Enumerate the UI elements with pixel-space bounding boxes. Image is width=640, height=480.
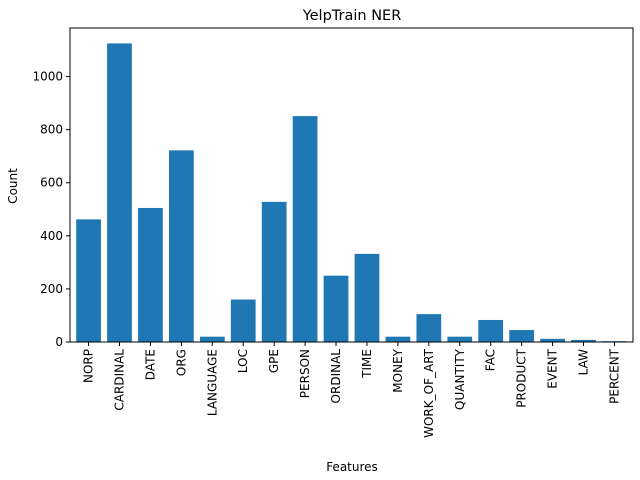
x-tick-label-gpe: GPE [267,349,281,373]
y-tick-label: 0 [55,335,63,349]
y-tick-label: 200 [40,282,63,296]
x-axis-label: Features [326,460,378,474]
x-tick-label-work-of-art: WORK_OF_ART [422,348,436,438]
y-tick-label: 1000 [32,70,63,84]
x-tick-label-quantity: QUANTITY [453,348,467,410]
bar-date [138,207,163,342]
x-tick-label-loc: LOC [236,349,250,373]
y-tick-label: 800 [40,123,63,137]
bars-group [76,43,627,342]
bar-org [168,150,194,342]
bar-work-of-art [416,314,442,342]
bar-norp [76,219,101,342]
chart-title: YelpTrain NER [302,8,402,24]
y-tick-label: 400 [40,229,63,243]
bar-time [354,253,380,342]
bar-loc [230,299,256,342]
x-tick-label-event: EVENT [546,348,560,388]
x-tick-label-percent: PERCENT [607,348,621,403]
y-tick-label: 600 [40,176,63,190]
x-tick-label-cardinal: CARDINAL [112,349,126,411]
x-tick-label-date: DATE [143,349,157,380]
bar-cardinal [107,43,132,342]
y-axis-label: Count [6,168,20,204]
x-tick-label-norp: NORP [82,349,96,383]
x-axis: NORP CARDINAL DATE ORG LANGUAGE LOC GPE PERSON O… [82,342,621,438]
bar-event [540,338,565,342]
plot-frame [69,27,634,343]
bar-law [571,339,596,342]
x-tick-label-product: PRODUCT [515,348,529,407]
x-tick-label-ordinal: ORDINAL [329,349,343,404]
bar-product [509,330,535,342]
bar-gpe [261,201,287,342]
bar-money [385,336,411,342]
bar-language [199,336,225,342]
x-tick-label-time: TIME [360,349,374,379]
x-tick-label-fac: FAC [484,349,498,371]
x-tick-label-person: PERSON [298,349,312,398]
x-tick-label-law: LAW [577,349,591,376]
bar-ordinal [323,275,349,342]
y-axis: 0 200 400 600 800 1000 [32,70,70,349]
bar-quantity [447,336,473,342]
x-tick-label-language: LANGUAGE [205,349,219,416]
bar-fac [478,319,504,342]
bar-person [292,116,318,342]
x-tick-label-org: ORG [174,349,188,376]
x-tick-label-money: MONEY [391,348,405,392]
